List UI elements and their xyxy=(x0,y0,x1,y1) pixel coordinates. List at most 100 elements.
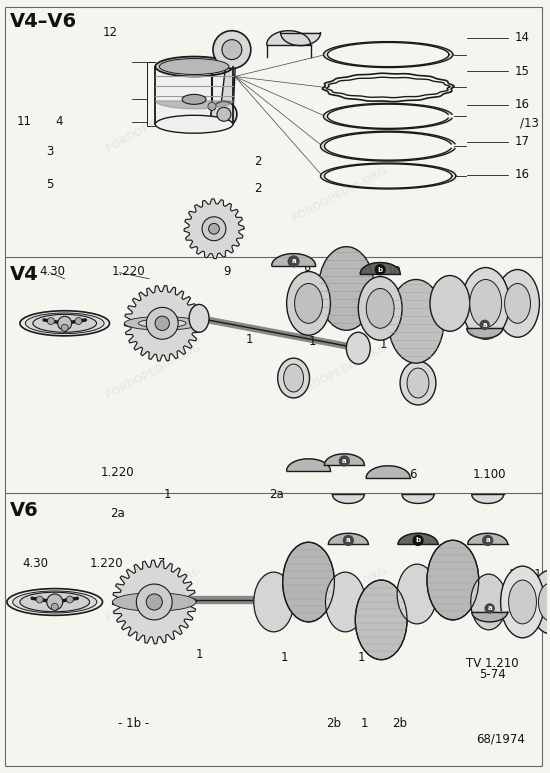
Ellipse shape xyxy=(139,319,186,328)
Polygon shape xyxy=(323,42,453,67)
Text: a: a xyxy=(487,605,492,611)
Circle shape xyxy=(61,325,68,332)
Text: 3: 3 xyxy=(46,145,54,158)
Text: 1: 1 xyxy=(163,488,170,501)
Polygon shape xyxy=(184,199,244,259)
Polygon shape xyxy=(323,104,452,129)
Text: 1: 1 xyxy=(360,717,368,730)
Text: 1: 1 xyxy=(245,333,253,346)
Ellipse shape xyxy=(13,591,97,613)
Text: 4: 4 xyxy=(56,114,63,128)
Circle shape xyxy=(222,39,242,60)
Text: 68/1974: 68/1974 xyxy=(477,732,525,745)
Text: 10: 10 xyxy=(387,264,402,278)
Polygon shape xyxy=(402,495,434,503)
Circle shape xyxy=(155,316,169,331)
Polygon shape xyxy=(468,533,508,544)
Text: FORDOPEDIA.ORG: FORDOPEDIA.ORG xyxy=(104,342,202,400)
Ellipse shape xyxy=(355,580,407,659)
Text: FORDOPEDIA.ORG: FORDOPEDIA.ORG xyxy=(290,165,388,223)
Text: V6: V6 xyxy=(10,501,38,519)
Text: 15: 15 xyxy=(515,65,530,77)
Ellipse shape xyxy=(471,574,507,630)
Polygon shape xyxy=(220,55,236,114)
Text: a: a xyxy=(482,322,487,328)
Circle shape xyxy=(485,604,494,613)
Circle shape xyxy=(36,596,43,603)
Text: 4.30: 4.30 xyxy=(39,264,65,278)
Ellipse shape xyxy=(427,540,478,620)
Polygon shape xyxy=(280,32,321,46)
Text: a: a xyxy=(346,537,351,543)
Ellipse shape xyxy=(112,593,196,611)
Circle shape xyxy=(480,320,489,329)
Ellipse shape xyxy=(326,572,365,632)
Text: 14: 14 xyxy=(515,32,530,45)
Ellipse shape xyxy=(155,56,233,77)
Circle shape xyxy=(208,102,216,111)
Ellipse shape xyxy=(284,364,304,392)
Ellipse shape xyxy=(124,316,200,330)
Polygon shape xyxy=(328,533,368,544)
Ellipse shape xyxy=(397,564,437,624)
Text: 2: 2 xyxy=(255,155,262,168)
Ellipse shape xyxy=(254,572,294,632)
Ellipse shape xyxy=(278,358,310,398)
Circle shape xyxy=(413,536,423,545)
Text: 1.101: 1.101 xyxy=(509,568,543,581)
Circle shape xyxy=(146,308,178,339)
Ellipse shape xyxy=(160,59,229,74)
Text: 1.220: 1.220 xyxy=(90,557,124,570)
Text: FORDOPEDIA.ORG: FORDOPEDIA.ORG xyxy=(290,565,388,624)
Circle shape xyxy=(202,216,226,240)
Polygon shape xyxy=(321,131,455,161)
Ellipse shape xyxy=(295,284,322,323)
Ellipse shape xyxy=(496,270,540,337)
Polygon shape xyxy=(332,495,364,503)
Text: V4–V6: V4–V6 xyxy=(10,12,77,31)
Circle shape xyxy=(375,265,385,274)
Ellipse shape xyxy=(318,247,374,330)
Polygon shape xyxy=(472,612,508,621)
Circle shape xyxy=(343,536,353,545)
Ellipse shape xyxy=(366,288,394,329)
Circle shape xyxy=(483,536,493,545)
Text: 1: 1 xyxy=(358,651,365,664)
Ellipse shape xyxy=(538,583,550,621)
Circle shape xyxy=(146,594,162,610)
Polygon shape xyxy=(321,163,456,189)
Bar xyxy=(155,66,233,124)
Circle shape xyxy=(75,318,82,325)
Text: TV 1.210: TV 1.210 xyxy=(466,657,519,670)
Ellipse shape xyxy=(25,313,104,334)
Ellipse shape xyxy=(358,277,402,340)
Ellipse shape xyxy=(407,368,429,398)
Text: 1.100: 1.100 xyxy=(473,468,507,482)
Ellipse shape xyxy=(388,280,444,363)
Text: 16: 16 xyxy=(515,98,530,111)
Text: 17: 17 xyxy=(515,135,530,148)
Ellipse shape xyxy=(346,332,370,364)
Text: b: b xyxy=(415,537,421,543)
Text: 1: 1 xyxy=(196,648,204,661)
Polygon shape xyxy=(398,533,438,544)
Ellipse shape xyxy=(531,570,550,634)
Text: FORDOPEDIA.ORG: FORDOPEDIA.ORG xyxy=(104,565,202,624)
Ellipse shape xyxy=(504,284,531,323)
Text: 2b: 2b xyxy=(392,717,407,730)
Text: 16: 16 xyxy=(515,169,530,182)
Ellipse shape xyxy=(470,280,502,327)
Ellipse shape xyxy=(283,542,334,622)
Text: 7: 7 xyxy=(158,557,165,570)
Circle shape xyxy=(47,594,63,610)
Polygon shape xyxy=(324,454,364,465)
Text: 4.30: 4.30 xyxy=(23,557,48,570)
Text: b: b xyxy=(378,267,383,273)
Text: 1: 1 xyxy=(308,335,316,349)
Text: 1.220: 1.220 xyxy=(112,264,145,278)
Text: 9: 9 xyxy=(223,264,231,278)
Text: a: a xyxy=(485,537,490,543)
Text: 2a: 2a xyxy=(111,507,125,520)
Circle shape xyxy=(58,316,72,330)
Ellipse shape xyxy=(155,115,233,133)
